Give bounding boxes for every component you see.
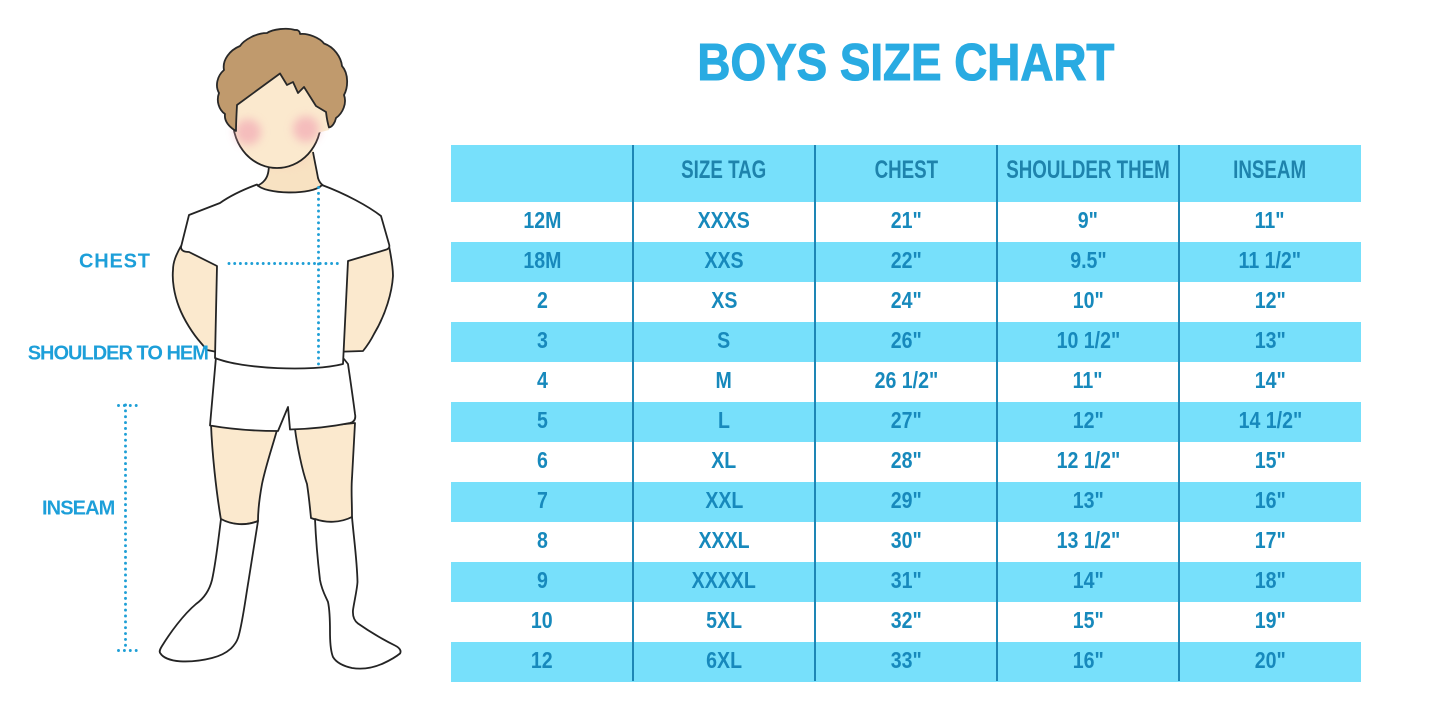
svg-text:INSEAM: INSEAM <box>42 497 115 519</box>
svg-text:CHEST: CHEST <box>79 251 151 273</box>
svg-text:SHOULDER TO HEM: SHOULDER TO HEM <box>28 343 209 365</box>
